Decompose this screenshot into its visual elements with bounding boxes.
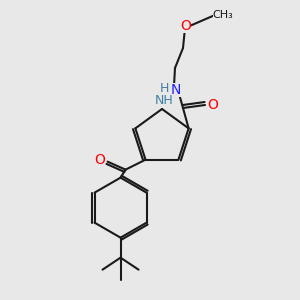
Text: O: O [208, 98, 218, 112]
Text: H: H [159, 82, 169, 94]
Text: O: O [94, 153, 105, 167]
Text: NH: NH [154, 94, 173, 107]
Text: N: N [171, 83, 181, 97]
Text: O: O [181, 19, 191, 33]
Text: CH₃: CH₃ [213, 10, 233, 20]
